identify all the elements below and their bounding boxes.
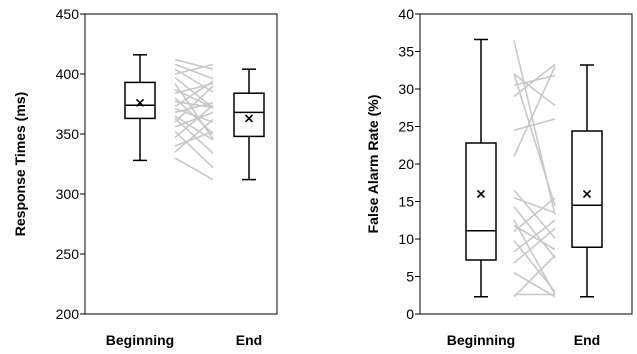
participant-line xyxy=(513,254,556,298)
y-tick-label: 20 xyxy=(398,156,414,172)
participant-line xyxy=(513,66,556,157)
y-tick-label: 15 xyxy=(398,194,414,210)
participant-line xyxy=(513,118,556,132)
boxes-false-alarm-rate xyxy=(465,38,603,298)
category-label-beginning: Beginning xyxy=(447,332,515,348)
participant-line xyxy=(513,73,556,207)
y-tick-label: 5 xyxy=(406,269,414,285)
participant-line xyxy=(174,63,214,75)
box-iqr xyxy=(465,142,497,261)
individual-lines-false-alarm-rate xyxy=(513,40,556,298)
y-axis-title-response-times: Response Times (ms) xyxy=(12,92,28,236)
participant-line xyxy=(174,118,214,153)
y-ticks-false-alarm-rate: 0 5 10 15 20 25 30 35 40 xyxy=(398,6,420,322)
participant-line xyxy=(513,196,556,214)
participant-line xyxy=(174,104,214,139)
y-tick-label: 200 xyxy=(56,306,80,322)
participant-line xyxy=(174,58,214,70)
participant-line xyxy=(174,63,214,80)
mean-marker xyxy=(135,98,145,107)
y-tick-label: 250 xyxy=(56,246,80,262)
mean-marker xyxy=(244,114,254,123)
participant-line xyxy=(174,130,214,147)
mean-marker xyxy=(582,189,592,199)
participant-line xyxy=(513,219,556,253)
y-tick-label: 0 xyxy=(406,306,414,322)
participant-line xyxy=(513,73,556,107)
participant-line xyxy=(513,197,556,233)
participant-line xyxy=(513,63,556,98)
box-beginning xyxy=(465,38,497,298)
box-iqr xyxy=(124,81,156,120)
participant-line xyxy=(174,111,214,128)
participant-line xyxy=(513,227,556,264)
box-iqr xyxy=(233,92,265,138)
participant-line xyxy=(513,206,556,259)
box-iqr xyxy=(571,130,603,248)
y-axis-title-false-alarm-rate: False Alarm Rate (%) xyxy=(365,95,381,234)
participant-line xyxy=(513,272,556,298)
box-end xyxy=(233,68,265,181)
participant-line xyxy=(513,239,556,293)
y-tick-label: 35 xyxy=(398,44,414,60)
participant-line xyxy=(174,102,214,114)
plot-frame-response-times xyxy=(84,13,278,315)
y-tick-label: 450 xyxy=(56,6,80,22)
y-tick-label: 30 xyxy=(398,81,414,97)
y-tick-label: 300 xyxy=(56,186,80,202)
y-ticks-response-times: 200 250 300 350 400 450 xyxy=(56,6,85,322)
participant-line xyxy=(174,115,214,141)
box-end xyxy=(571,64,603,298)
participant-line xyxy=(174,76,214,109)
y-tick-label: 40 xyxy=(398,6,414,22)
participant-line xyxy=(174,131,214,169)
category-label-end: End xyxy=(236,332,262,348)
y-tick-label: 25 xyxy=(398,119,414,135)
participant-line xyxy=(174,85,214,123)
boxes-response-times xyxy=(124,54,265,181)
individual-lines-response-times xyxy=(174,58,214,181)
mean-marker xyxy=(476,189,486,199)
y-tick-label: 10 xyxy=(398,231,414,247)
participant-line xyxy=(513,224,556,251)
y-tick-label: 350 xyxy=(56,126,80,142)
category-label-end: End xyxy=(574,332,600,348)
y-tick-label: 400 xyxy=(56,66,80,82)
participant-line xyxy=(174,157,214,181)
box-beginning xyxy=(124,54,156,162)
category-label-beginning: Beginning xyxy=(106,332,174,348)
participant-line xyxy=(174,80,214,108)
panel-response-times: 200 250 300 350 400 450 Response Times (ms) B… xyxy=(12,6,278,348)
panel-false-alarm-rate: 0 5 10 15 20 25 30 35 40 False Alarm Rate (%) Be… xyxy=(365,6,633,348)
